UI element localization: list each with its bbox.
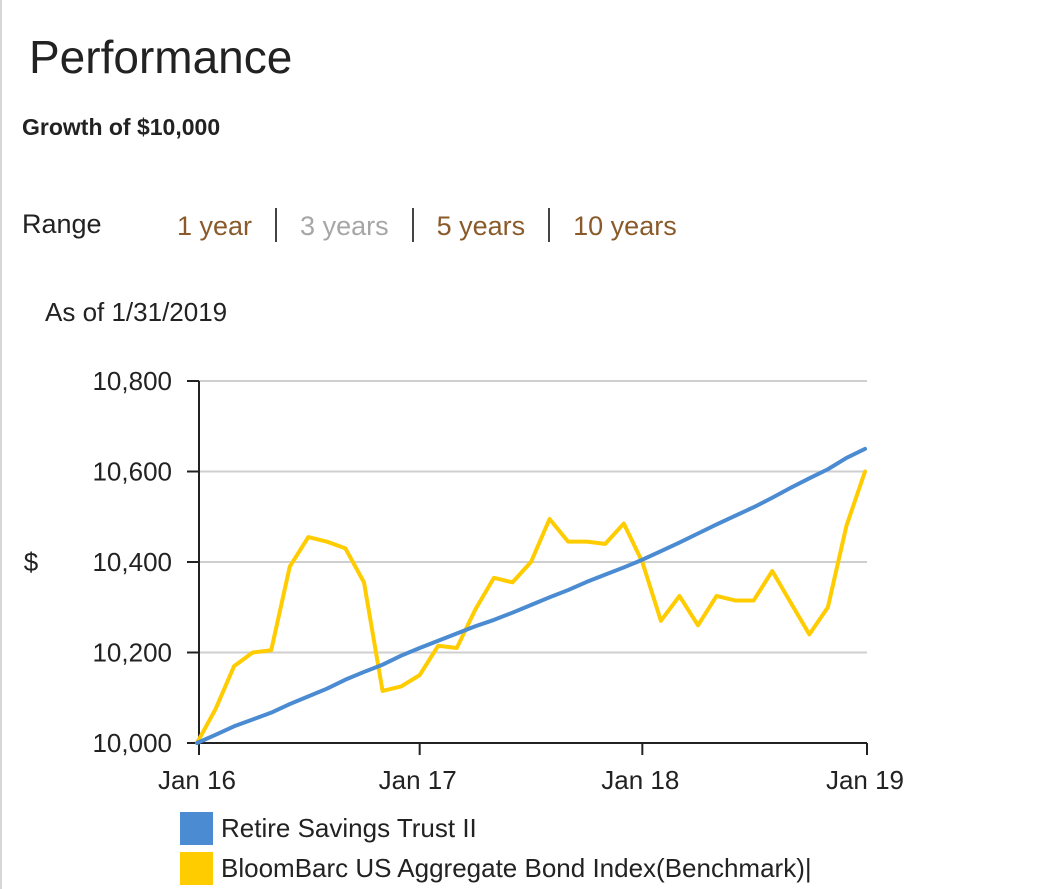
y-tick-label: 10,000 [92,728,172,758]
x-tick-label: Jan 19 [826,765,904,795]
x-tick-label: Jan 16 [158,765,236,795]
range-option-5-years[interactable]: 5 years [436,211,526,241]
series-line-benchmark [195,469,867,745]
chart-subtitle: Growth of $10,000 [22,114,221,140]
as-of-date: As of 1/31/2019 [45,297,228,327]
range-label: Range [22,209,102,239]
range-options: 1 year 3 years 5 years 10 years [177,207,677,242]
y-tick-label: 10,200 [92,638,172,668]
y-tick-label: 10,400 [92,547,172,577]
range-separator [548,207,551,242]
axes: 10,000 10,200 10,400 10,600 10,800 $ Jan 16 Jan… [24,366,904,795]
legend-item-benchmark: BloomBarc US Aggregate Bond Index(Benchm… [180,848,812,888]
range-option-3-years: 3 years [300,211,389,241]
page-title: Performance [29,31,293,83]
range-option-10-years[interactable]: 10 years [573,211,677,241]
legend-label-fund: Retire Savings Trust II [221,812,477,843]
y-tick-label: 10,600 [92,457,172,487]
range-separator [275,207,278,242]
x-tick-label: Jan 18 [601,765,679,795]
grid-lines [199,380,867,654]
y-tick-label: 10,800 [92,366,172,396]
x-tick-label: Jan 17 [379,765,457,795]
range-option-1-year[interactable]: 1 year [177,211,253,241]
series-lines [195,446,867,745]
legend-swatch-benchmark [180,851,213,885]
chart-legend: Retire Savings Trust II BloomBarc US Agg… [180,808,812,888]
y-axis-label: $ [24,547,39,577]
legend-item-fund: Retire Savings Trust II [180,808,812,848]
legend-label-benchmark: BloomBarc US Aggregate Bond Index(Benchm… [221,852,812,883]
series-line-fund [195,446,867,745]
legend-swatch-fund [180,811,213,845]
range-separator [411,207,414,242]
left-border [0,0,2,889]
growth-chart: 10,000 10,200 10,400 10,600 10,800 $ Jan 16 Jan… [24,366,904,795]
